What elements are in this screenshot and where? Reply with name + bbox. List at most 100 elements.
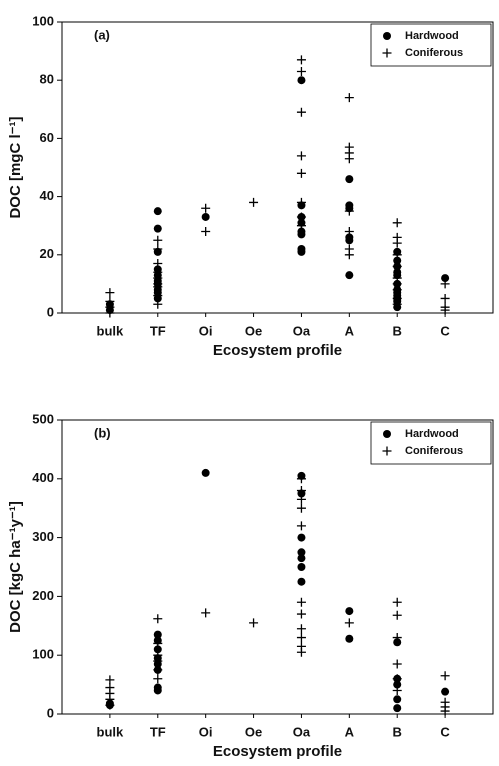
coniferous-point: [296, 624, 306, 634]
coniferous-point: [153, 665, 163, 675]
hardwood-point: [297, 230, 306, 239]
coniferous-point: [105, 675, 115, 685]
coniferous-point: [296, 597, 306, 607]
hardwood-point: [297, 554, 306, 563]
legend-marker: [382, 446, 392, 456]
y-tick-label: 40: [40, 188, 54, 203]
coniferous-point: [344, 227, 354, 237]
coniferous-point: [440, 706, 450, 716]
coniferous-point: [153, 282, 163, 292]
y-tick-label: 100: [32, 13, 54, 28]
x-tick-label: TF: [150, 724, 166, 739]
panel-label: (b): [94, 425, 111, 440]
x-tick-label: A: [345, 323, 355, 338]
hardwood-point: [393, 695, 402, 704]
y-tick-label: 100: [32, 647, 54, 662]
x-tick-label: TF: [150, 323, 166, 338]
coniferous-point: [392, 299, 402, 309]
coniferous-point: [392, 285, 402, 295]
coniferous-point: [296, 647, 306, 657]
x-tick-label: Oi: [199, 323, 213, 338]
coniferous-point: [296, 55, 306, 65]
y-tick-label: 200: [32, 588, 54, 603]
coniferous-point: [296, 633, 306, 643]
coniferous-point: [201, 203, 211, 213]
coniferous-point: [392, 250, 402, 260]
coniferous-point: [392, 238, 402, 248]
coniferous-point: [440, 305, 450, 315]
hardwood-point: [201, 468, 210, 477]
x-axis-title: Ecosystem profile: [213, 342, 342, 359]
y-tick-label: 400: [32, 470, 54, 485]
coniferous-point: [249, 618, 259, 628]
coniferous-point: [392, 659, 402, 669]
hardwood-point: [393, 638, 402, 647]
coniferous-point: [296, 66, 306, 76]
x-tick-label: Oa: [293, 724, 311, 739]
x-tick-label: Oi: [199, 724, 213, 739]
coniferous-point: [153, 614, 163, 624]
x-tick-label: Oa: [293, 323, 311, 338]
legend-marker: [383, 32, 391, 40]
coniferous-point: [105, 288, 115, 298]
coniferous-point: [201, 227, 211, 237]
hardwood-point: [393, 704, 402, 713]
coniferous-point: [296, 521, 306, 531]
coniferous-point: [344, 206, 354, 216]
x-tick-label: A: [345, 724, 355, 739]
plot-frame: [61, 419, 494, 715]
coniferous-point: [296, 197, 306, 207]
hardwood-point: [441, 274, 450, 283]
hardwood-point: [297, 533, 306, 542]
y-tick-label: 60: [40, 130, 54, 145]
legend-label: Hardwood: [405, 428, 459, 440]
coniferous-point: [153, 638, 163, 648]
hardwood-point: [297, 76, 306, 85]
plot-frame: [61, 21, 494, 314]
coniferous-point: [344, 250, 354, 260]
legend-box: [370, 23, 492, 67]
coniferous-point: [153, 674, 163, 684]
hardwood-point: [441, 687, 450, 696]
coniferous-point: [296, 494, 306, 504]
coniferous-point: [296, 609, 306, 619]
coniferous-point: [105, 308, 115, 318]
x-tick-label: C: [440, 323, 450, 338]
hardwood-point: [297, 548, 306, 557]
hardwood-point: [345, 175, 354, 184]
hardwood-point: [345, 607, 354, 616]
coniferous-point: [392, 218, 402, 228]
hardwood-point: [297, 577, 306, 586]
legend-marker: [382, 48, 392, 58]
hardwood-point: [345, 236, 354, 245]
coniferous-point: [440, 293, 450, 303]
coniferous-point: [392, 685, 402, 695]
hardwood-point: [393, 680, 402, 689]
coniferous-point: [344, 154, 354, 164]
coniferous-point: [296, 151, 306, 161]
y-axis-title: DOC [kgC ha⁻¹y⁻¹]: [7, 501, 24, 633]
x-tick-label: bulk: [97, 724, 124, 739]
coniferous-point: [153, 299, 163, 309]
x-axis-title: Ecosystem profile: [213, 743, 342, 760]
coniferous-point: [392, 597, 402, 607]
coniferous-point: [392, 610, 402, 620]
y-tick-label: 300: [32, 529, 54, 544]
coniferous-point: [153, 259, 163, 269]
coniferous-point: [344, 618, 354, 628]
legend-label: Hardwood: [405, 30, 459, 42]
coniferous-point: [392, 261, 402, 271]
hardwood-point: [345, 271, 354, 280]
x-tick-label: B: [393, 323, 402, 338]
x-tick-label: bulk: [97, 323, 124, 338]
coniferous-point: [344, 93, 354, 103]
coniferous-point: [440, 671, 450, 681]
hardwood-point: [297, 563, 306, 571]
hardwood-point: [153, 207, 162, 216]
coniferous-point: [201, 608, 211, 618]
coniferous-point: [153, 235, 163, 245]
coniferous-point: [105, 700, 115, 710]
coniferous-point: [296, 474, 306, 484]
coniferous-point: [296, 168, 306, 178]
